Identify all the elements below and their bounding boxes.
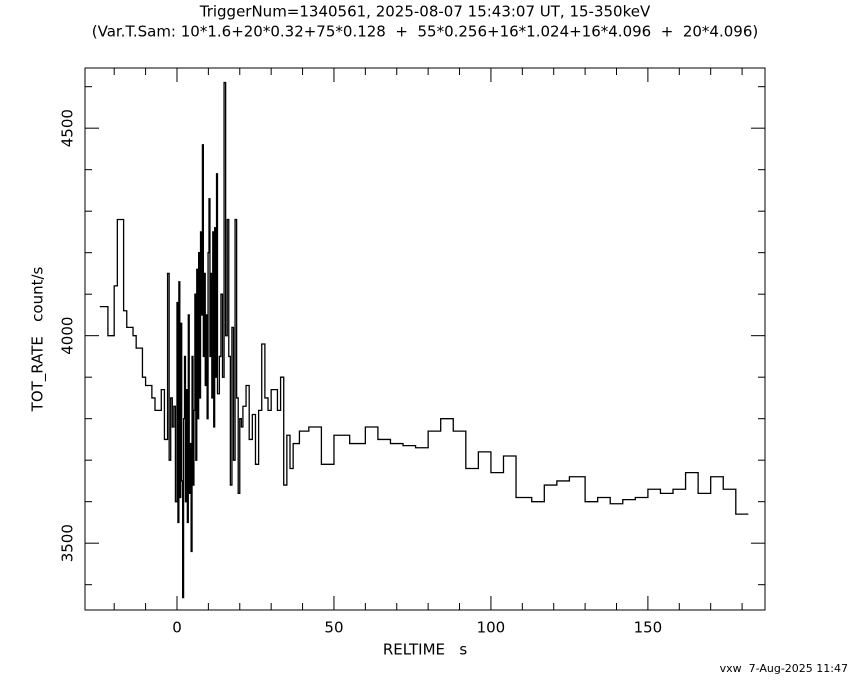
rate-line xyxy=(99,81,749,599)
y-axis-label: TOT_RATE count/s xyxy=(29,266,48,412)
x-tick-label: 50 xyxy=(324,619,343,637)
y-tick-label: 4500 xyxy=(59,109,77,147)
x-tick-label: 100 xyxy=(477,619,506,637)
x-tick-label: 0 xyxy=(172,619,182,637)
chart-title: TriggerNum=1340561, 2025-08-07 15:43:07 … xyxy=(199,3,651,21)
chart-subtitle: (Var.T.Sam: 10*1.6+20*0.32+75*0.128 + 55… xyxy=(92,23,758,41)
y-tick-label: 3500 xyxy=(59,524,77,562)
plot-frame xyxy=(84,67,766,611)
footer: vxw 7-Aug-2025 11:47 xyxy=(720,662,848,675)
y-tick-label: 4000 xyxy=(59,317,77,355)
x-tick-label: 150 xyxy=(634,619,663,637)
x-axis-label: RELTIME s xyxy=(383,641,468,659)
